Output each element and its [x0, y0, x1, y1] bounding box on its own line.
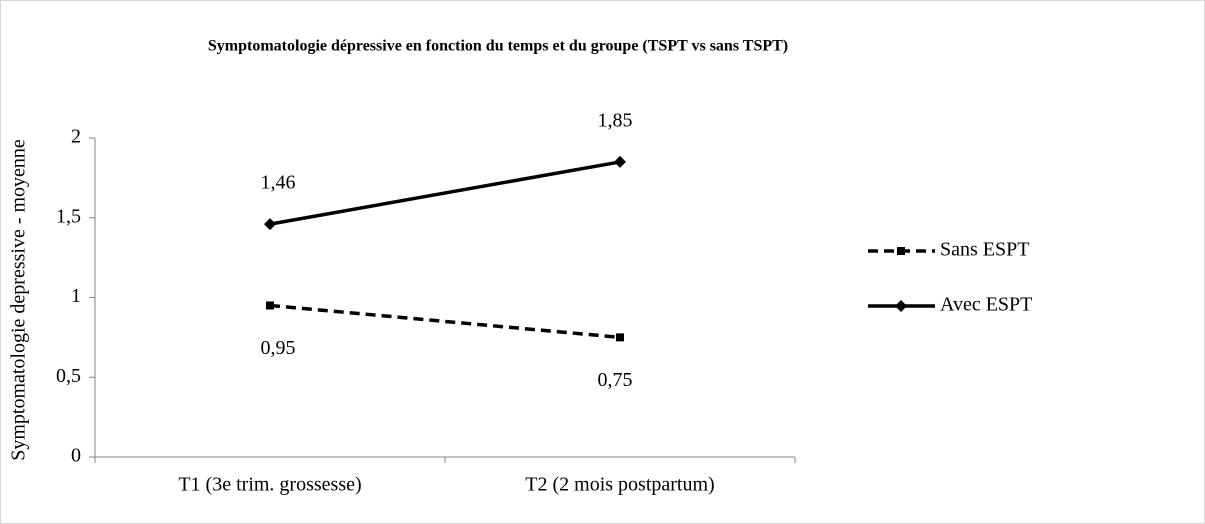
x-tick-label: T2 (2 mois postpartum) [525, 474, 714, 496]
data-label: 1,46 [261, 172, 296, 194]
marker [266, 301, 274, 310]
marker [614, 155, 626, 168]
legend-label: Sans ESPT [940, 239, 1029, 261]
y-tick-label: 0 [71, 445, 81, 467]
y-tick-label: 2 [71, 126, 81, 148]
y-tick-label: 1 [71, 285, 81, 307]
data-label: 0,75 [598, 369, 633, 391]
marker [264, 218, 276, 231]
y-tick-label: 1,5 [56, 205, 81, 227]
line [269, 160, 621, 226]
marker [897, 247, 905, 255]
data-label: 0,95 [261, 337, 296, 359]
legend-label: Avec ESPT [940, 294, 1032, 316]
data-label: 1,85 [598, 110, 633, 132]
marker [616, 333, 624, 342]
line [269, 303, 621, 340]
chart-title: Symptomatologie dépressive en fonction d… [208, 38, 788, 55]
marker [895, 300, 907, 312]
y-axis-label: Symptomatologie depressive - moyenne [8, 139, 30, 461]
x-tick-label: T1 (3e trim. grossesse) [178, 474, 361, 496]
y-tick-label: 0,5 [56, 365, 81, 387]
